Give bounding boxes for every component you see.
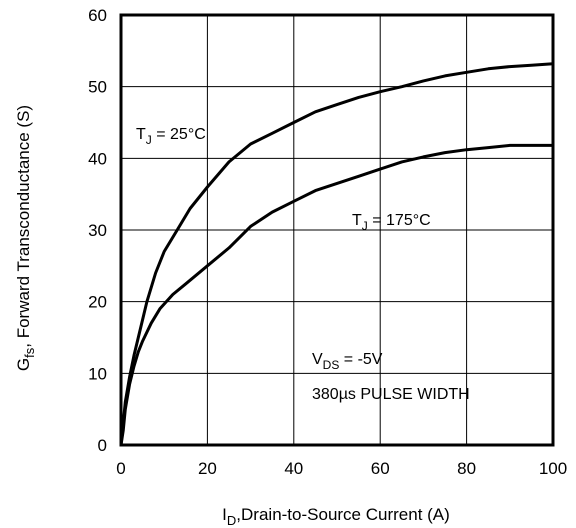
series-label-25c: TJ = 25°C [136,126,206,147]
x-tick-label: 0 [116,459,125,478]
y-tick-labels: 0 10 20 30 40 50 60 [88,6,107,455]
series-line-175c [119,143,555,447]
y-tick-label: 0 [98,436,107,455]
y-tick-label: 40 [88,149,107,168]
series-label-175c: TJ = 175°C [352,212,431,233]
x-tick-label: 40 [284,459,303,478]
x-axis-title: ID,Drain-to-Source Current (A) [222,505,450,528]
y-tick-label: 50 [88,78,107,97]
x-tick-label: 80 [457,459,476,478]
y-tick-label: 10 [88,364,107,383]
plot-frame [119,13,555,447]
series-line-25c [119,62,555,447]
y-tick-label: 20 [88,293,107,312]
y-tick-label: 30 [88,221,107,240]
y-axis-title: Gfs, Forward Transconductance (S) [14,105,37,371]
x-tick-label: 100 [539,459,567,478]
annotation-vds: VDS = -5V [312,351,383,372]
x-tick-label: 60 [371,459,390,478]
series-group [119,62,555,447]
annotation-pulse-width: 380µs PULSE WIDTH [312,386,470,403]
grid [121,15,553,445]
y-tick-label: 60 [88,6,107,25]
x-tick-labels: 0 20 40 60 80 100 [116,459,567,478]
x-tick-label: 20 [198,459,217,478]
